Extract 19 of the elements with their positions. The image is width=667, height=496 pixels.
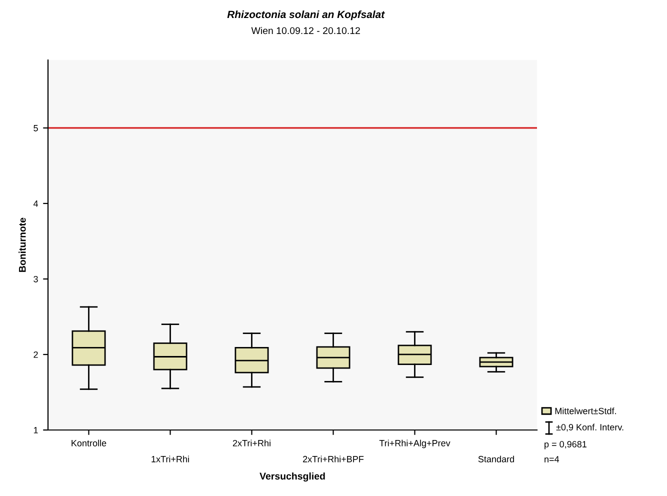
x-tick-label: Kontrolle [72,440,106,446]
text: p = 0,9681 [544,441,586,450]
text: n=4 [544,456,560,462]
x-tick-label: 1xTri+Rhi [152,456,189,462]
y-tick-label: 4 [33,200,38,207]
y-tick-label: 1 [34,427,38,434]
y-tick-label: 5 [34,125,38,132]
y-tick-label: 3 [34,276,38,282]
y-axis-title: Boniturnote [18,218,26,272]
y-tick-label: 2 [34,351,38,358]
legend-label: Mittelwert±Stdf. [555,408,616,414]
x-axis-title: Versuchsglied [260,472,325,482]
chart-subtitle: Wien 10.09.12 - 20.10.12 [251,26,360,34]
x-tick-label: Tri+Rhi+Alg+Prev [379,440,450,448]
text: ±0,9 Konf. Interv. [556,424,624,432]
x-tick-label: Standard [478,456,514,462]
x-tick-label: 2xTri+Rhi+BPF [303,456,364,462]
chart-title: Rhizoctonia solani an Kopfsalat [227,10,385,20]
x-tick-label: 2xTri+Rhi [232,440,270,446]
